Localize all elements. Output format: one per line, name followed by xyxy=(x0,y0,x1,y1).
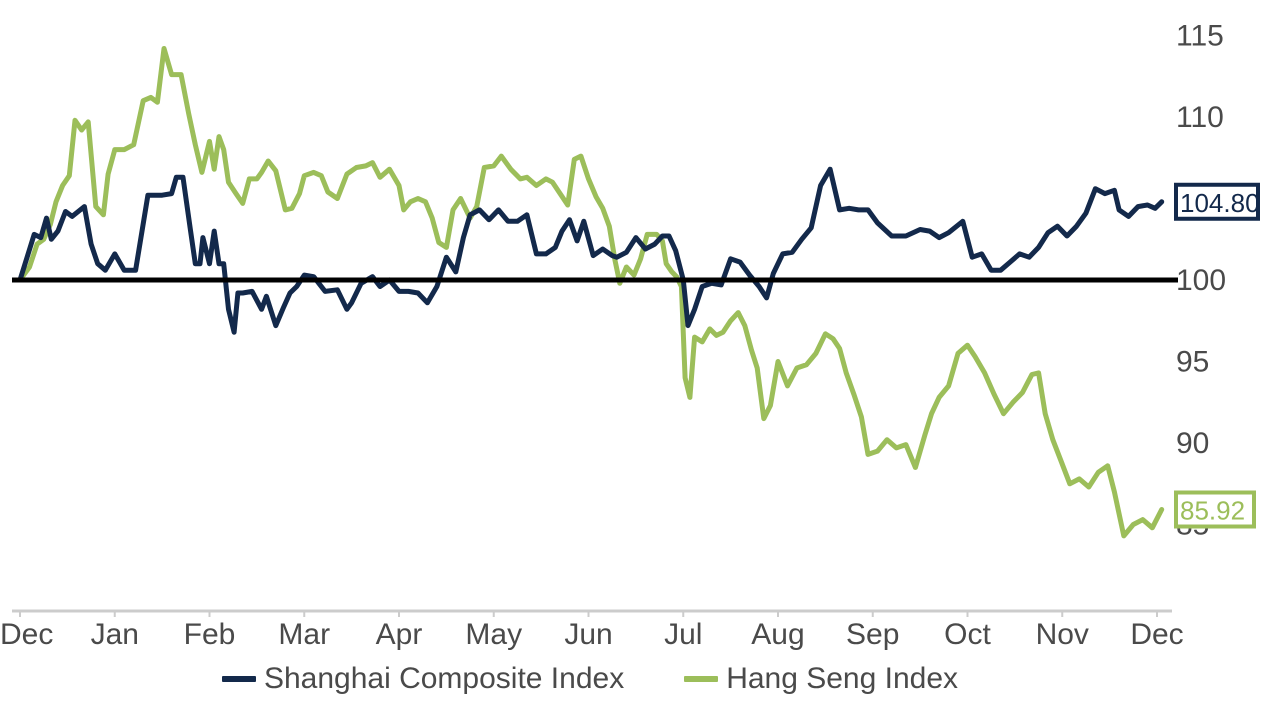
legend-item-hang-seng[interactable]: Hang Seng Index xyxy=(684,662,958,696)
legend: Shanghai Composite Index Hang Seng Index xyxy=(0,662,1180,696)
legend-label-shanghai: Shanghai Composite Index xyxy=(263,662,625,695)
legend-label-hang-seng: Hang Seng Index xyxy=(726,662,959,695)
legend-swatch-shanghai xyxy=(221,676,256,682)
x-tick-label: Oct xyxy=(944,618,991,651)
y-tick-label: 95 xyxy=(1176,346,1209,379)
x-tick-label: Jan xyxy=(91,618,139,651)
x-tick-label: Jul xyxy=(664,618,702,651)
x-tick-label: Sep xyxy=(846,618,899,651)
y-tick-label: 100 xyxy=(1176,264,1226,297)
y-tick-label: 110 xyxy=(1176,101,1224,134)
x-tick-label: Mar xyxy=(278,618,330,651)
x-tick-label: Jun xyxy=(564,618,612,651)
series-line-hang-seng xyxy=(17,46,1165,539)
x-tick-label: Feb xyxy=(184,618,236,651)
x-tick-label: Aug xyxy=(751,618,804,651)
legend-item-shanghai[interactable]: Shanghai Composite Index xyxy=(221,662,625,696)
x-tick-label: May xyxy=(465,618,522,651)
x-axis-ticks: Dec Jan Feb Mar Apr May Jun Jul Aug Sep Oct Nov Dec xyxy=(0,611,1184,651)
x-tick-label: Nov xyxy=(1036,618,1089,651)
x-tick-label: Dec xyxy=(0,618,53,651)
end-label-shanghai: 104.80 xyxy=(1180,188,1260,218)
y-tick-label: 115 xyxy=(1176,20,1224,53)
legend-swatch-hang-seng xyxy=(684,676,719,682)
series-line-shanghai xyxy=(17,166,1165,335)
end-label-box-shanghai xyxy=(1174,182,1260,221)
x-tick-label: Dec xyxy=(1130,618,1183,651)
plot-lines xyxy=(17,46,1165,539)
end-label-box-hang-seng xyxy=(1174,490,1256,529)
series-end-labels: 104.80 85.92 xyxy=(1174,182,1260,529)
end-label-hang-seng: 85.92 xyxy=(1180,496,1245,526)
x-tick-label: Apr xyxy=(376,618,423,651)
y-tick-label: 90 xyxy=(1176,427,1209,460)
y-axis-ticks: 115110100959085 xyxy=(1176,20,1226,542)
